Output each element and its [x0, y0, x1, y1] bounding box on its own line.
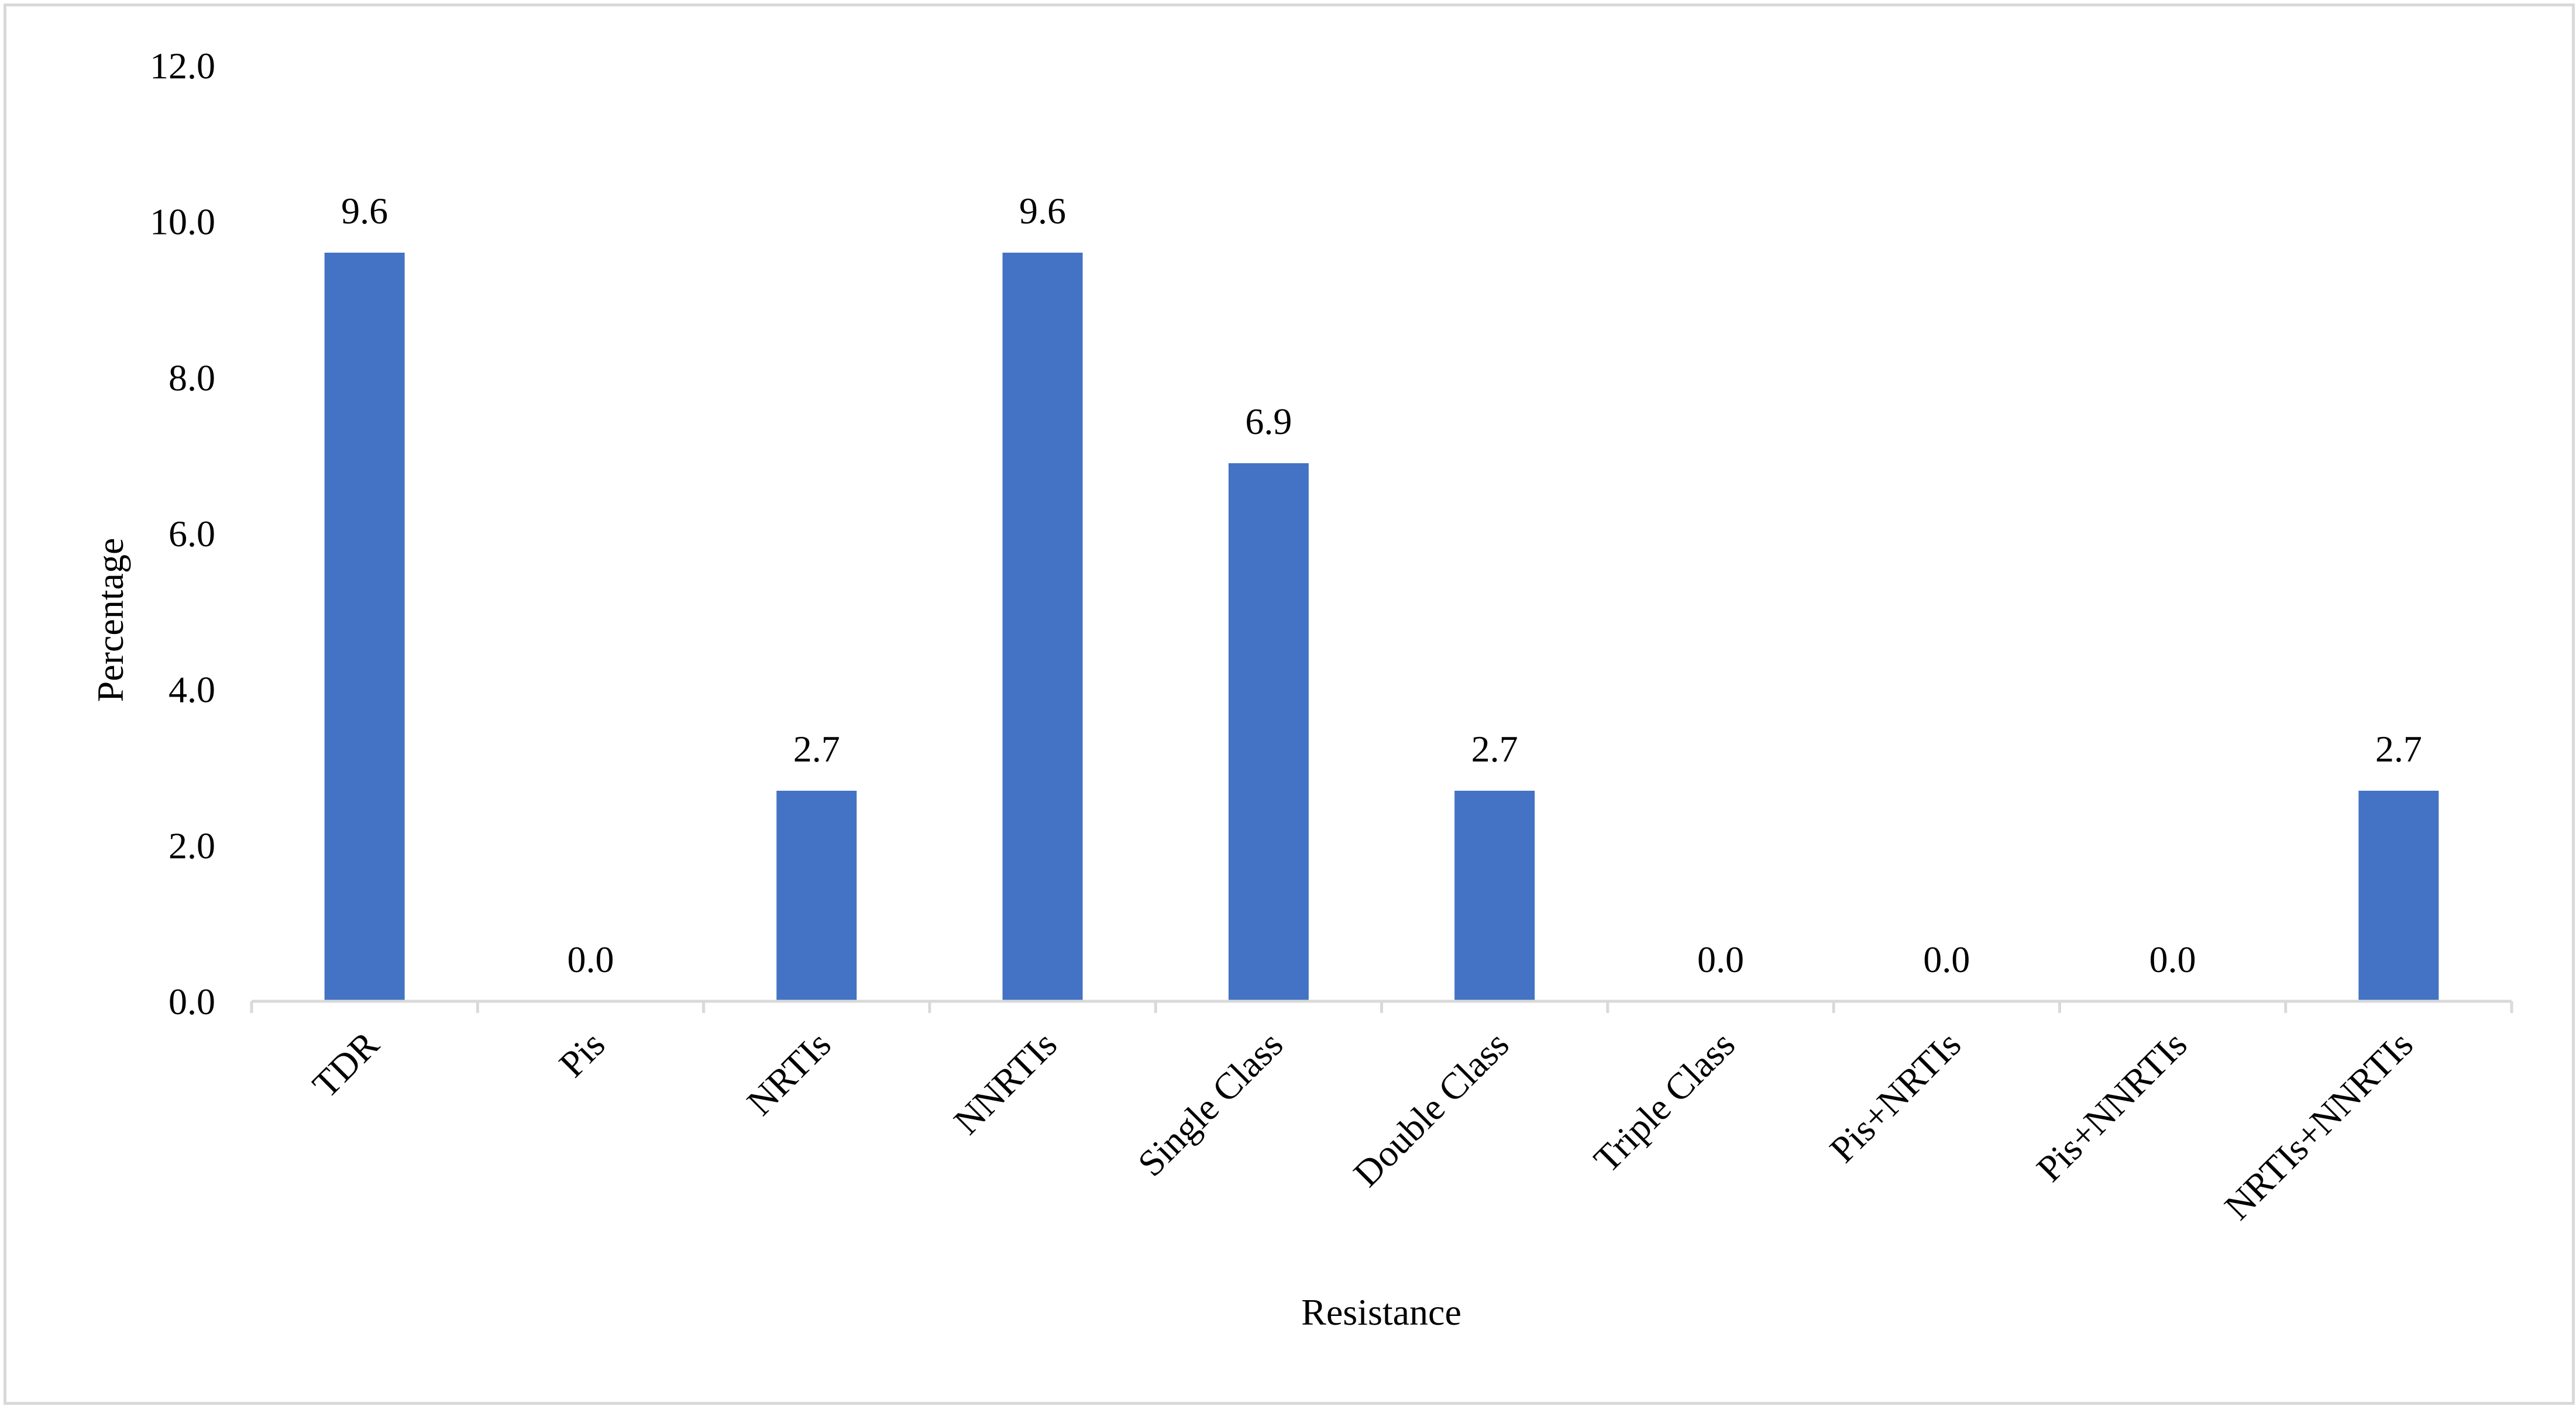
category-label: Pis+NRTIs	[1822, 1024, 1969, 1171]
y-tick-label: 10.0	[150, 201, 215, 243]
data-label: 9.6	[341, 190, 388, 232]
data-label: 9.6	[1019, 190, 1066, 232]
category-label: Pis	[551, 1024, 613, 1085]
y-tick-label: 0.0	[168, 981, 215, 1022]
data-label: 0.0	[2149, 939, 2196, 980]
category-labels: TDR Pis NRTIs NNRTIs Single Class Double Clas…	[304, 1023, 2420, 1228]
category-label: NRTIs+NNRTIs	[2216, 1024, 2420, 1228]
category-label: NNRTIs	[946, 1024, 1065, 1142]
y-axis-ticks: 0.0 2.0 4.0 6.0 8.0 10.0 12.0	[150, 45, 215, 1022]
data-label: 0.0	[567, 939, 614, 980]
data-label: 2.7	[2375, 728, 2422, 770]
y-tick-label: 2.0	[168, 825, 215, 866]
category-label: Double Class	[1346, 1024, 1517, 1195]
data-labels: 9.6 0.0 2.7 9.6 6.9 2.7 0.0 0.0 0.0 2.7	[341, 190, 2422, 980]
x-axis-title: Resistance	[1301, 1291, 1461, 1333]
y-tick-label: 12.0	[150, 45, 215, 87]
bar	[776, 791, 857, 1001]
data-label: 0.0	[1697, 939, 1744, 980]
y-tick-label: 4.0	[168, 669, 215, 711]
y-tick-label: 6.0	[168, 513, 215, 554]
bar	[1002, 253, 1083, 1001]
category-label: NRTIs	[739, 1024, 839, 1124]
category-label: Triple Class	[1586, 1024, 1743, 1181]
x-axis-ticks	[250, 1001, 2513, 1013]
data-label: 6.9	[1245, 401, 1292, 442]
data-label: 2.7	[1471, 728, 1518, 770]
category-label: Pis+NNRTIs	[2028, 1024, 2195, 1190]
data-label: 0.0	[1923, 939, 1970, 980]
bar	[2358, 791, 2439, 1001]
bars	[324, 253, 2439, 1001]
category-label: TDR	[304, 1023, 387, 1105]
data-label: 2.7	[793, 728, 840, 770]
category-label: Single Class	[1130, 1024, 1291, 1184]
y-tick-label: 8.0	[168, 357, 215, 398]
y-axis-title: Percentage	[90, 538, 131, 702]
bar	[324, 253, 405, 1001]
bar	[1454, 791, 1535, 1001]
bar	[1228, 463, 1309, 1001]
